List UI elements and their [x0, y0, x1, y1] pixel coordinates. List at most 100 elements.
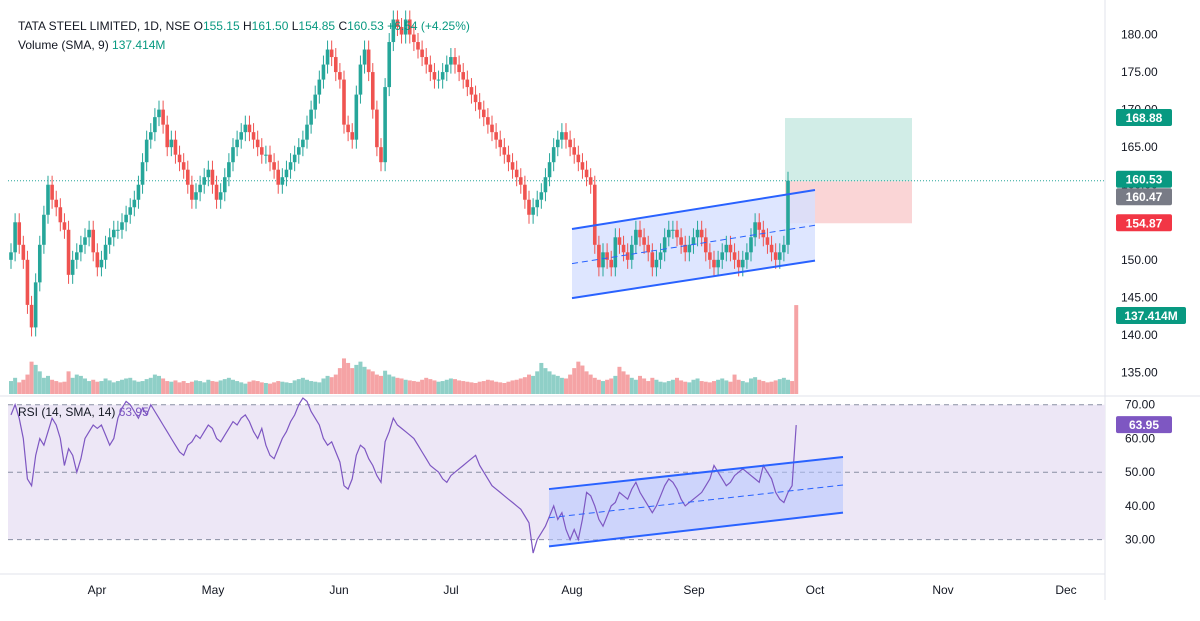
candle-body [547, 162, 552, 178]
candle-body [50, 184, 54, 200]
candle-body [33, 282, 38, 328]
candle-body [629, 244, 634, 260]
candle-body [202, 177, 207, 185]
volume-bar [506, 381, 511, 394]
axis-tag-last-price: 160.53 [1126, 173, 1163, 187]
candle [514, 160, 519, 187]
candle-body [650, 252, 655, 268]
candle [358, 55, 363, 104]
volume-bar [66, 371, 71, 394]
candle-body [91, 229, 96, 253]
candle [13, 213, 17, 262]
candle [691, 228, 696, 254]
candle-body [136, 184, 141, 200]
candle-body [218, 192, 223, 200]
candle-body [662, 237, 667, 253]
candle [786, 171, 790, 254]
volume-bar [699, 381, 704, 394]
rsi-tick-label: 60.00 [1125, 431, 1155, 445]
candle [218, 183, 223, 209]
candle [518, 168, 523, 194]
volume-bar [753, 377, 758, 394]
volume-bar [358, 361, 363, 394]
candle [111, 220, 116, 247]
candle [247, 115, 252, 142]
candle-body [79, 244, 83, 253]
volume-bar [453, 379, 457, 394]
volume-bar [251, 380, 256, 394]
volume-bar [773, 380, 778, 394]
volume-bar [313, 381, 318, 394]
volume-bar [757, 379, 762, 394]
candle [444, 55, 449, 82]
volume-bar [259, 382, 264, 394]
volume-bar [194, 380, 198, 394]
volume-bar [99, 381, 104, 394]
candle-body [498, 139, 503, 148]
candle [777, 243, 782, 269]
candle [272, 153, 276, 179]
volume-bar [62, 381, 67, 394]
candle [469, 78, 474, 104]
candle [325, 40, 330, 74]
candle [510, 153, 515, 179]
candle [724, 235, 729, 262]
candle [255, 130, 260, 157]
candle-body [769, 244, 774, 253]
time-tick-label: Jul [443, 583, 458, 597]
volume-bar [399, 378, 404, 394]
legend-ohlc: TATA STEEL LIMITED, 1D, NSE O155.15 H161… [18, 19, 470, 33]
volume-bar [424, 377, 429, 394]
candle [486, 108, 490, 134]
volume-bar [555, 375, 560, 394]
volume-bar [37, 371, 42, 394]
candle-body [695, 229, 700, 238]
candle [362, 40, 367, 74]
candle-body [691, 237, 696, 245]
candle [17, 213, 22, 254]
candle [420, 40, 424, 67]
volume-bar [670, 379, 675, 394]
volume-bar [720, 378, 725, 394]
volume-bar [428, 379, 433, 394]
candle-body [342, 79, 346, 125]
candle [375, 100, 379, 157]
volume-bar [580, 365, 585, 394]
candle-body [70, 259, 75, 275]
volume-bar [210, 381, 215, 394]
candle-body [185, 169, 190, 185]
candle-body [740, 259, 745, 268]
axis-tag-rsi: 63.95 [1129, 418, 1159, 432]
volume-bar [383, 370, 388, 394]
candle [597, 235, 601, 277]
candle [342, 70, 346, 134]
candle [564, 123, 568, 149]
volume-bar [120, 379, 124, 394]
time-tick-label: May [202, 583, 225, 597]
candle [555, 130, 560, 157]
candle-body [457, 64, 461, 73]
candle-body [350, 132, 355, 140]
volume-bar [481, 381, 486, 394]
volume-bar [87, 381, 92, 394]
candle [165, 115, 170, 157]
candle [662, 228, 667, 262]
candle-body [412, 34, 416, 43]
candle-body [712, 259, 716, 268]
candle-body [440, 72, 445, 80]
volume-bar [592, 377, 597, 394]
candle-body [786, 180, 790, 245]
candle-body [654, 259, 659, 268]
volume-bar [539, 362, 544, 394]
volume-bar [83, 378, 87, 394]
candle [95, 243, 100, 277]
volume-bar [683, 381, 688, 394]
candle-body [227, 162, 231, 178]
candle [617, 228, 622, 254]
volume-bar [189, 381, 194, 394]
volume-bar [790, 381, 795, 394]
candle [157, 100, 161, 127]
candle [432, 63, 437, 89]
candle-body [432, 72, 437, 80]
candle-body [428, 64, 433, 73]
